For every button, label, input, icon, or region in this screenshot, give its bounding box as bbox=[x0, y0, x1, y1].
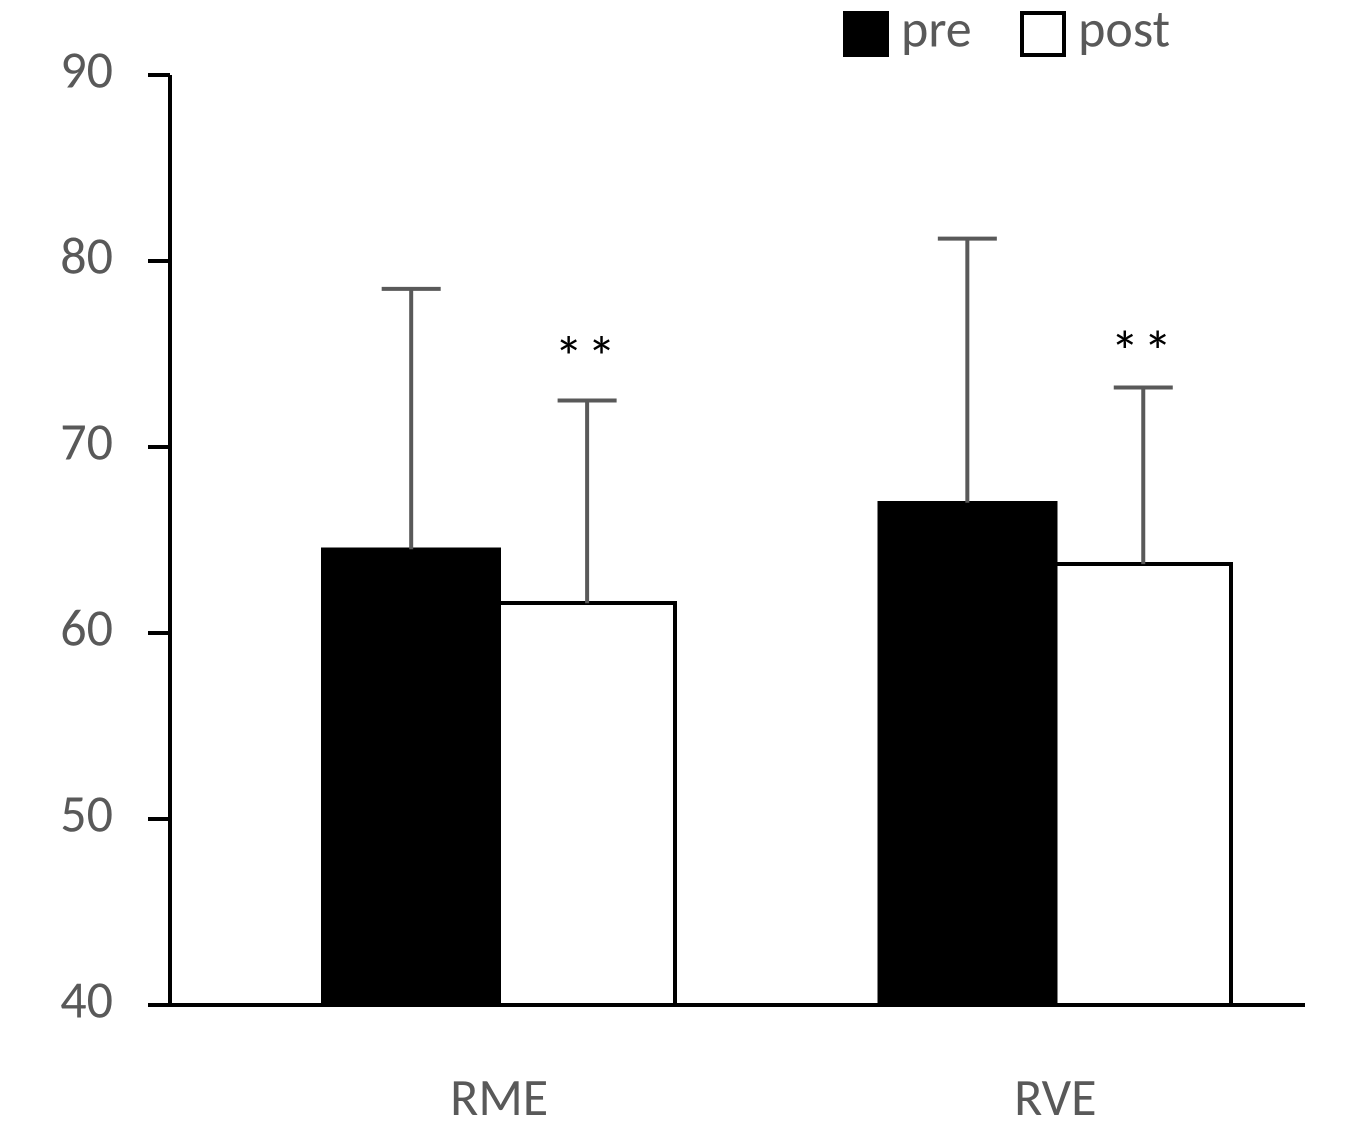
bar-RME-post bbox=[499, 603, 675, 1005]
y-tick-label: 60 bbox=[60, 595, 113, 659]
bar-RVE-post bbox=[1055, 564, 1231, 1005]
x-label-RVE: RVE bbox=[1014, 1065, 1096, 1129]
y-tick-label: 70 bbox=[60, 409, 113, 473]
y-tick-label: 40 bbox=[60, 967, 113, 1031]
y-tick-label: 80 bbox=[60, 223, 113, 287]
annotation-RVE-post: ** bbox=[1110, 317, 1176, 388]
legend-swatch-post bbox=[1022, 13, 1064, 55]
bar-RVE-pre bbox=[879, 503, 1055, 1005]
legend-label-pre: pre bbox=[901, 0, 972, 60]
bar-RME-pre bbox=[323, 549, 499, 1005]
y-tick-label: 90 bbox=[60, 37, 113, 101]
legend-swatch-pre bbox=[845, 13, 887, 55]
annotation-RME-post: ** bbox=[554, 322, 620, 393]
x-label-RME: RME bbox=[450, 1065, 548, 1129]
y-tick-label: 50 bbox=[60, 781, 113, 845]
bar-chart: 40 50 60 70 80 90 RME RVE ** ** pre post bbox=[0, 0, 1357, 1139]
legend-label-post: post bbox=[1078, 0, 1170, 60]
